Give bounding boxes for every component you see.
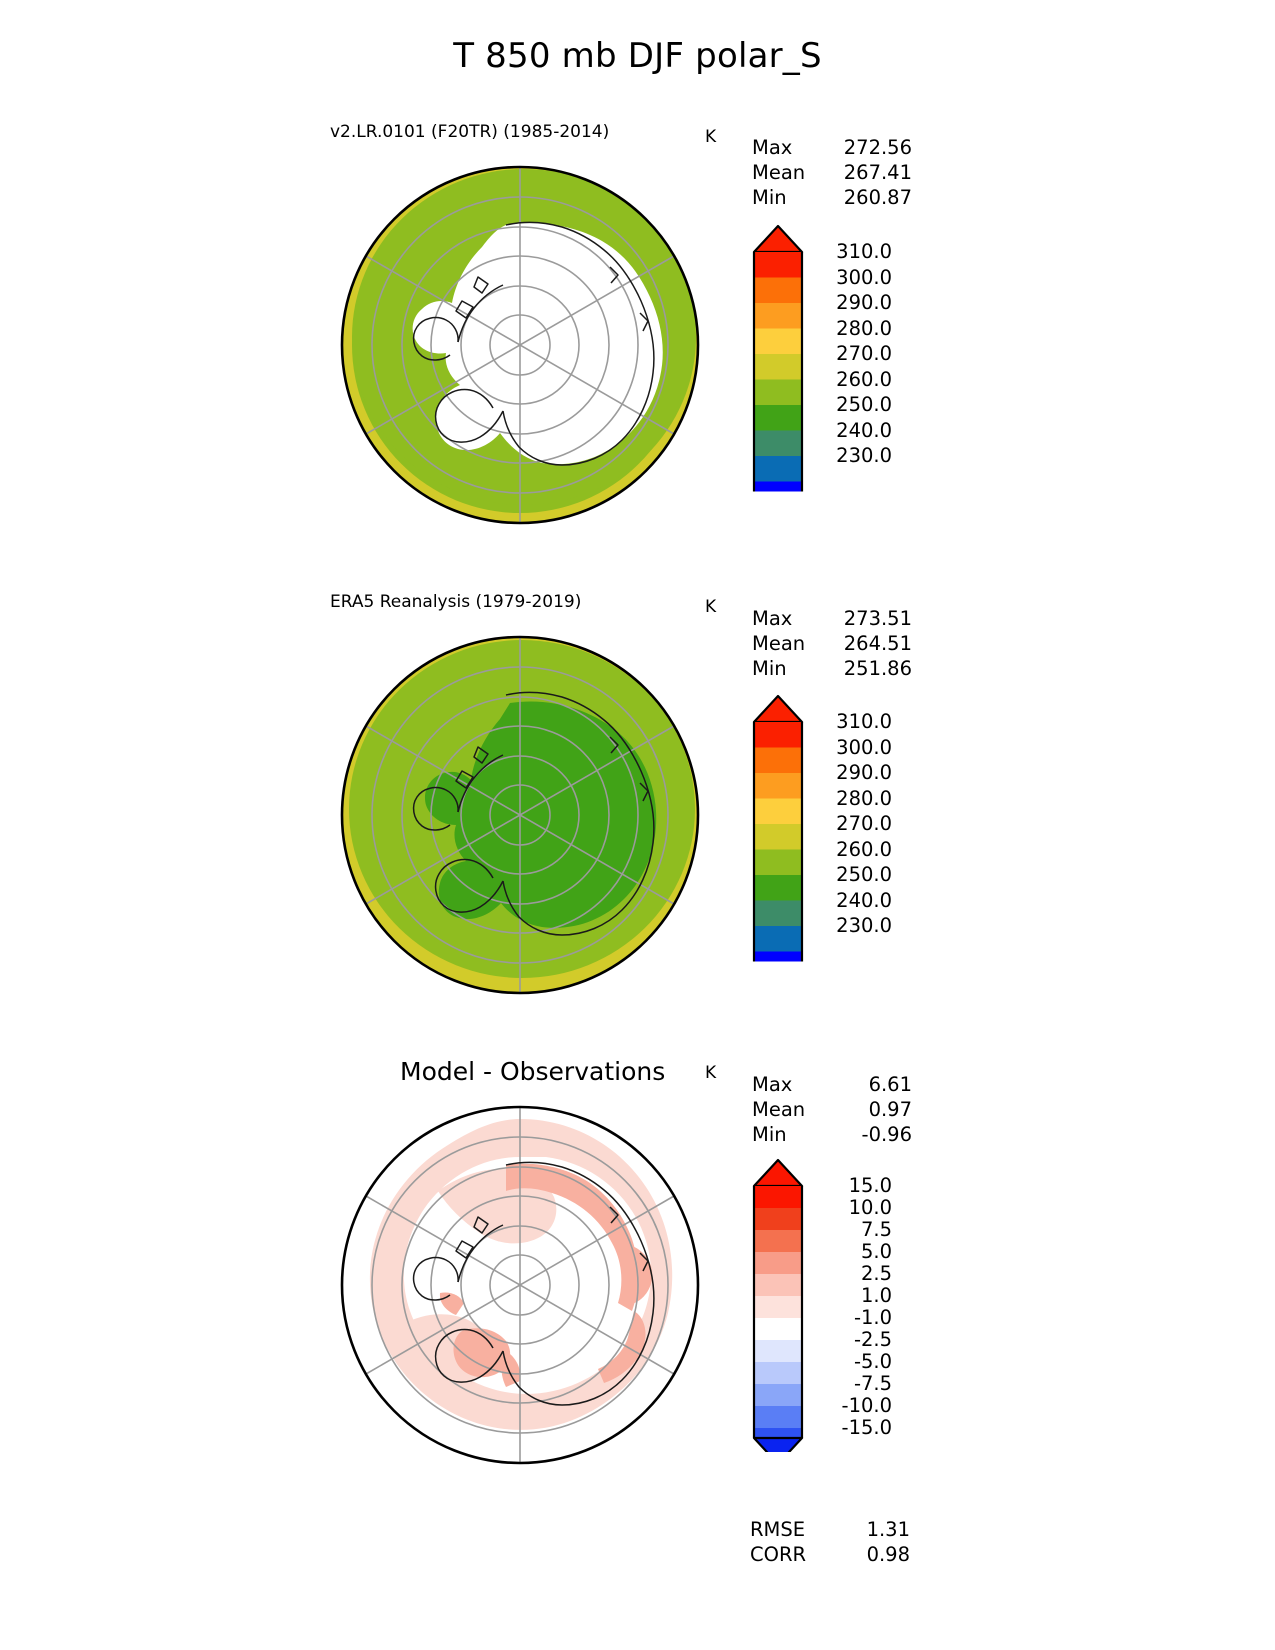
- stat-row: Max 6.61: [752, 1072, 912, 1097]
- colorbar-tick: 230.0: [836, 444, 892, 467]
- polar-map-observations: [310, 625, 730, 1005]
- stat-row: Mean 267.41: [752, 160, 912, 185]
- stat-row: Mean 0.97: [752, 1097, 912, 1122]
- colorbar-tick: 15.0: [848, 1174, 892, 1197]
- colorbar-tick: 280.0: [836, 786, 892, 810]
- stat-label: Min: [752, 1123, 787, 1146]
- stat-label: Max: [752, 136, 793, 159]
- panel-model-stats: Max 272.56 Mean 267.41 Min 260.87: [752, 135, 912, 210]
- stat-value: 264.51: [843, 632, 912, 655]
- colorbar-tick: 10.0: [848, 1196, 892, 1219]
- colorbar-tick: 270.0: [836, 342, 892, 365]
- stat-value: 260.87: [843, 186, 912, 209]
- stat-value: 6.61: [868, 1073, 912, 1096]
- stat-row: Max 272.56: [752, 135, 912, 160]
- colorbar-tick: 250.0: [836, 393, 892, 416]
- panel-difference-unit-label: K: [705, 1063, 717, 1083]
- colorbar-tick: 1.0: [860, 1284, 892, 1307]
- score-value: 0.98: [866, 1543, 910, 1566]
- panel-observations-unit-label: K: [705, 597, 717, 617]
- stat-label: Mean: [752, 161, 806, 184]
- colorbar-tick: 310.0: [836, 710, 892, 733]
- stat-row: Max 273.51: [752, 606, 912, 631]
- panel-difference-title: Model - Observations: [400, 1057, 666, 1086]
- stat-label: Max: [752, 607, 793, 630]
- difference-scores: RMSE 1.31 CORR 0.98: [750, 1517, 910, 1567]
- colorbar-tick: 2.5: [860, 1262, 892, 1285]
- colorbar-tick: 280.0: [836, 316, 892, 340]
- panel-observations-stats: Max 273.51 Mean 264.51 Min 251.86: [752, 606, 912, 681]
- score-value: 1.31: [866, 1518, 910, 1541]
- colorbar-model: 310.0 300.0 290.0 280.0 270.0 260.0 250.…: [748, 218, 892, 496]
- colorbar-tick: -5.0: [853, 1350, 892, 1373]
- colorbar-tick: 300.0: [836, 265, 892, 289]
- stat-label: Max: [752, 1073, 793, 1096]
- stat-row: Mean 264.51: [752, 631, 912, 656]
- stat-row: Min 251.86: [752, 656, 912, 681]
- colorbar-tick: 270.0: [836, 812, 892, 835]
- polar-map-difference: [310, 1095, 730, 1475]
- stat-label: Mean: [752, 1098, 806, 1121]
- colorbar-tick: 260.0: [836, 837, 892, 861]
- stat-value: 267.41: [843, 161, 912, 184]
- score-label: CORR: [750, 1543, 807, 1566]
- stat-label: Min: [752, 186, 787, 209]
- colorbar-tick: 260.0: [836, 367, 892, 391]
- score-row: CORR 0.98: [750, 1542, 910, 1567]
- colorbar-tick: 300.0: [836, 735, 892, 759]
- colorbar-tick: 290.0: [836, 761, 892, 784]
- colorbar-tick: -15.0: [841, 1416, 892, 1439]
- stat-row: Min -0.96: [752, 1122, 912, 1147]
- panel-difference-stats: Max 6.61 Mean 0.97 Min -0.96: [752, 1072, 912, 1147]
- stat-row: Min 260.87: [752, 185, 912, 210]
- stat-value: 273.51: [843, 607, 912, 630]
- panel-model-title: v2.LR.0101 (F20TR) (1985-2014): [330, 122, 610, 142]
- colorbar-tick: 310.0: [836, 240, 892, 263]
- colorbar-difference: 15.0 10.0 7.5 5.0 2.5 1.0 -1.0 -2.5 -5.0…: [748, 1152, 892, 1452]
- colorbar-tick: 5.0: [860, 1240, 892, 1263]
- colorbar-tick: 230.0: [836, 914, 892, 937]
- score-row: RMSE 1.31: [750, 1517, 910, 1542]
- stat-label: Min: [752, 657, 787, 680]
- colorbar-tick: 7.5: [860, 1218, 892, 1241]
- colorbar-tick: 290.0: [836, 291, 892, 314]
- score-label: RMSE: [750, 1518, 806, 1541]
- colorbar-tick: 250.0: [836, 863, 892, 886]
- stat-value: 272.56: [843, 136, 912, 159]
- stat-value: 251.86: [843, 657, 912, 680]
- colorbar-observations: 310.0 300.0 290.0 280.0 270.0 260.0 250.…: [748, 688, 892, 966]
- colorbar-tick: -1.0: [853, 1306, 892, 1329]
- stat-value: 0.97: [868, 1098, 912, 1121]
- figure-title: T 850 mb DJF polar_S: [453, 36, 822, 76]
- stat-value: -0.96: [861, 1123, 912, 1146]
- colorbar-tick: -7.5: [853, 1372, 892, 1395]
- panel-observations-title: ERA5 Reanalysis (1979-2019): [330, 592, 582, 612]
- stat-label: Mean: [752, 632, 806, 655]
- colorbar-tick: 240.0: [836, 418, 892, 442]
- colorbar-tick: -10.0: [841, 1394, 892, 1417]
- colorbar-tick: -2.5: [853, 1328, 892, 1351]
- colorbar-tick: 240.0: [836, 888, 892, 912]
- polar-map-model: [310, 155, 730, 535]
- panel-model-unit-label: K: [705, 127, 717, 147]
